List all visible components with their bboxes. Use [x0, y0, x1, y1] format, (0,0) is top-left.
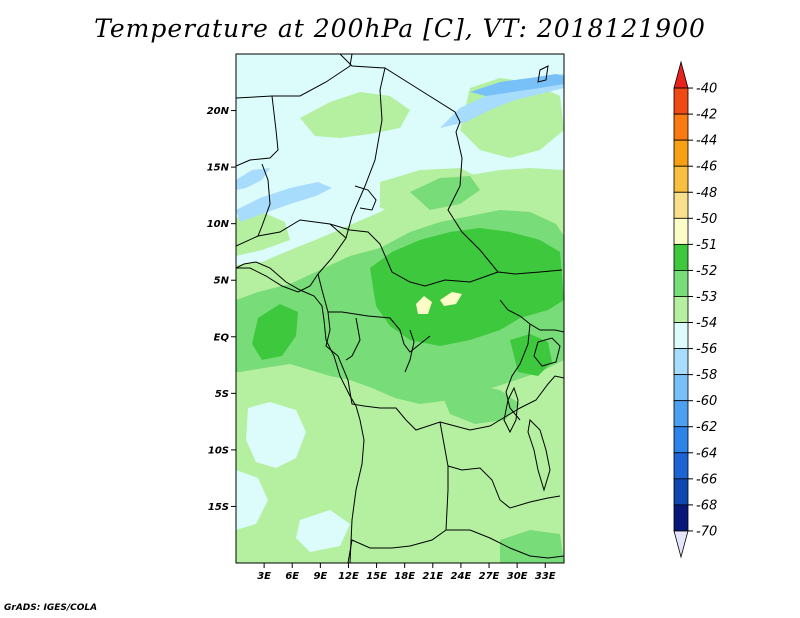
field-minus52-patch-west: [252, 304, 298, 360]
colorbar-label: -58: [696, 368, 717, 383]
field-minus53-patch-south: [440, 384, 520, 424]
colorbar-cell: [673, 139, 689, 167]
colorbar-label: -56: [696, 342, 717, 357]
lat-tick-label: 20N: [207, 106, 230, 117]
field-minus56-pocket-south: [296, 510, 350, 552]
colorbar-label: -70: [696, 524, 717, 539]
lon-tick-label: 9E: [313, 571, 327, 582]
field-minus54-patch-northwest: [236, 212, 290, 256]
field-minus53-patch-north: [410, 176, 480, 210]
colorbar-label: -44: [696, 134, 717, 149]
colorbar-cell: [673, 296, 689, 323]
colorbar-label: -48: [696, 186, 717, 201]
field-minus51-patch: [416, 296, 432, 314]
field-minus54-patch-north: [300, 92, 410, 138]
colorbar-cell: [673, 217, 689, 245]
colorbar-label: -68: [696, 498, 717, 513]
field-minus56-streak-west: [236, 168, 270, 190]
colorbar-cell: [673, 400, 689, 428]
colorbar-cell: [673, 165, 689, 193]
colorbar-cell: [673, 374, 689, 402]
lat-tick-label: 10S: [208, 445, 229, 456]
colorbar-label: -42: [696, 108, 717, 123]
colorbar-cell: [673, 60, 689, 89]
colorbar-cell: [673, 243, 689, 271]
field-minus56-streak-northwest: [236, 182, 332, 222]
field-minus51-patch-2: [440, 292, 462, 306]
colorbar-label: -54: [696, 316, 717, 331]
map-title: Temperature at 200hPa [C], VT: 201812190…: [94, 14, 706, 43]
colorbar-label: -50: [696, 212, 717, 227]
lon-tick-label: 27E: [479, 571, 500, 582]
colorbar-label: -62: [696, 420, 717, 435]
lat-tick-label: 5N: [214, 276, 230, 287]
lon-tick-label: 15E: [366, 571, 387, 582]
colorbar-label: -51: [696, 238, 717, 253]
lat-tick-label: 15S: [208, 502, 229, 513]
colorbar-cell: [673, 270, 689, 297]
colorbar-cell: [673, 191, 689, 219]
lon-tick-label: 3E: [257, 571, 271, 582]
colorbar-cell: [673, 113, 689, 141]
lat-tick-label: 10N: [207, 219, 230, 230]
colorbar-cell: [673, 478, 689, 506]
colorbar-cell: [673, 504, 689, 532]
country-borders: [236, 54, 564, 563]
colorbar-label: -64: [696, 446, 717, 461]
lon-tick-label: 6E: [285, 571, 299, 582]
lat-tick-label: EQ: [214, 332, 230, 343]
lon-tick-label: 18E: [394, 571, 415, 582]
colorbar-cell: [673, 322, 689, 349]
lon-tick-label: 24E: [451, 571, 472, 582]
colorbar-cell: [673, 530, 689, 559]
colorbar-label: -66: [696, 472, 717, 487]
lakes: [503, 65, 561, 492]
lon-tick-label: 30E: [507, 571, 528, 582]
colorbar-label: -46: [696, 160, 717, 175]
lon-tick-label: 12E: [338, 571, 359, 582]
colorbar-cell: [673, 452, 689, 480]
lat-tick-label: 15N: [207, 163, 230, 174]
colorbar-cell: [673, 426, 689, 454]
map-panel: [236, 54, 564, 563]
field-minus56-pocket-southwest-2: [236, 470, 268, 530]
colorbar-label: -60: [696, 394, 717, 409]
footer-credit: GrADS: IGES/COLA: [4, 603, 98, 613]
coastline: [236, 261, 365, 563]
lon-tick-label: 33E: [535, 571, 556, 582]
latitude-axis: 20N 15N 10N 5N EQ 5S 10S 15S: [207, 106, 236, 513]
colorbar: -40 -42 -44 -46 -48 -50 -51 -52 -53 -54 -56 -58 -60 -…: [673, 60, 717, 559]
field-minus58-streak-northeast: [470, 74, 564, 96]
colorbar-cell: [673, 87, 689, 115]
colorbar-label: -40: [696, 82, 717, 97]
field-minus53-patch-southeast: [500, 530, 564, 563]
map-frame: [235, 53, 565, 564]
colorbar-label: -52: [696, 264, 717, 279]
colorbar-cell: [673, 348, 689, 376]
colorbar-label: -53: [696, 290, 717, 305]
lon-tick-label: 21E: [422, 571, 443, 582]
lat-tick-label: 5S: [215, 389, 229, 400]
field-minus56-pocket-southwest: [246, 402, 306, 468]
field-minus52-core: [370, 228, 564, 346]
longitude-axis: 3E 6E 9E 12E 15E 18E 21E 24E 27E 30E 33E: [257, 563, 556, 582]
